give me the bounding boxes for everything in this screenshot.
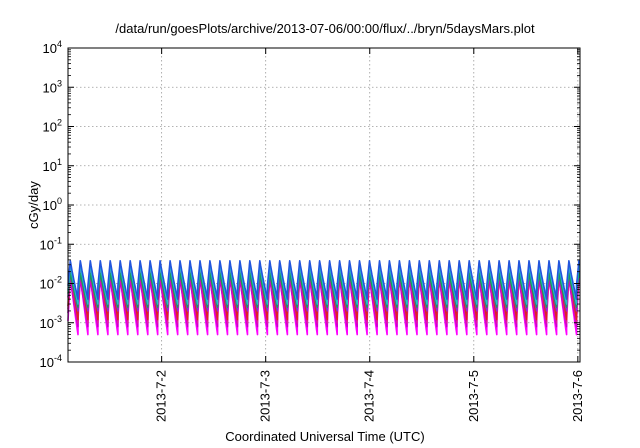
series-layer <box>67 260 581 336</box>
x-tick-label: 2013-7-4 <box>362 370 377 422</box>
x-ticks: 2013-7-2 2013-7-3 2013-7-4 2013-7-5 2013-7-6 <box>154 48 585 422</box>
y-tick-label: 101 <box>43 157 62 174</box>
series-line-7 <box>67 263 581 305</box>
x-tick-label: 2013-7-6 <box>570 370 585 422</box>
y-tick-label: 103 <box>43 78 62 95</box>
plot-frame <box>67 47 581 363</box>
x-tick-label: 2013-7-5 <box>466 370 481 422</box>
y-tick-label: 10-2 <box>40 275 62 292</box>
y-tick-label: 10-3 <box>40 314 62 331</box>
x-tick-label: 2013-7-2 <box>154 370 169 422</box>
y-tick-label: 10-4 <box>40 353 62 370</box>
y-tick-label: 10-1 <box>40 235 62 252</box>
y-tick-label: 104 <box>43 39 62 56</box>
x-tick-label: 2013-7-3 <box>258 370 273 422</box>
chart-title: /data/run/goesPlots/archive/2013-07-06/0… <box>115 21 535 36</box>
y-tick-label: 100 <box>43 196 62 213</box>
x-axis-label: Coordinated Universal Time (UTC) <box>225 429 424 444</box>
series-line-6 <box>67 272 581 308</box>
series-line-8 <box>67 260 581 300</box>
series-line-2 <box>67 277 581 328</box>
y-ticks: 10-4 10-3 10-2 10-1 100 101 102 103 104 <box>40 39 580 370</box>
y-tick-label: 102 <box>43 118 62 135</box>
y-axis-label: cGy/day <box>26 181 41 229</box>
